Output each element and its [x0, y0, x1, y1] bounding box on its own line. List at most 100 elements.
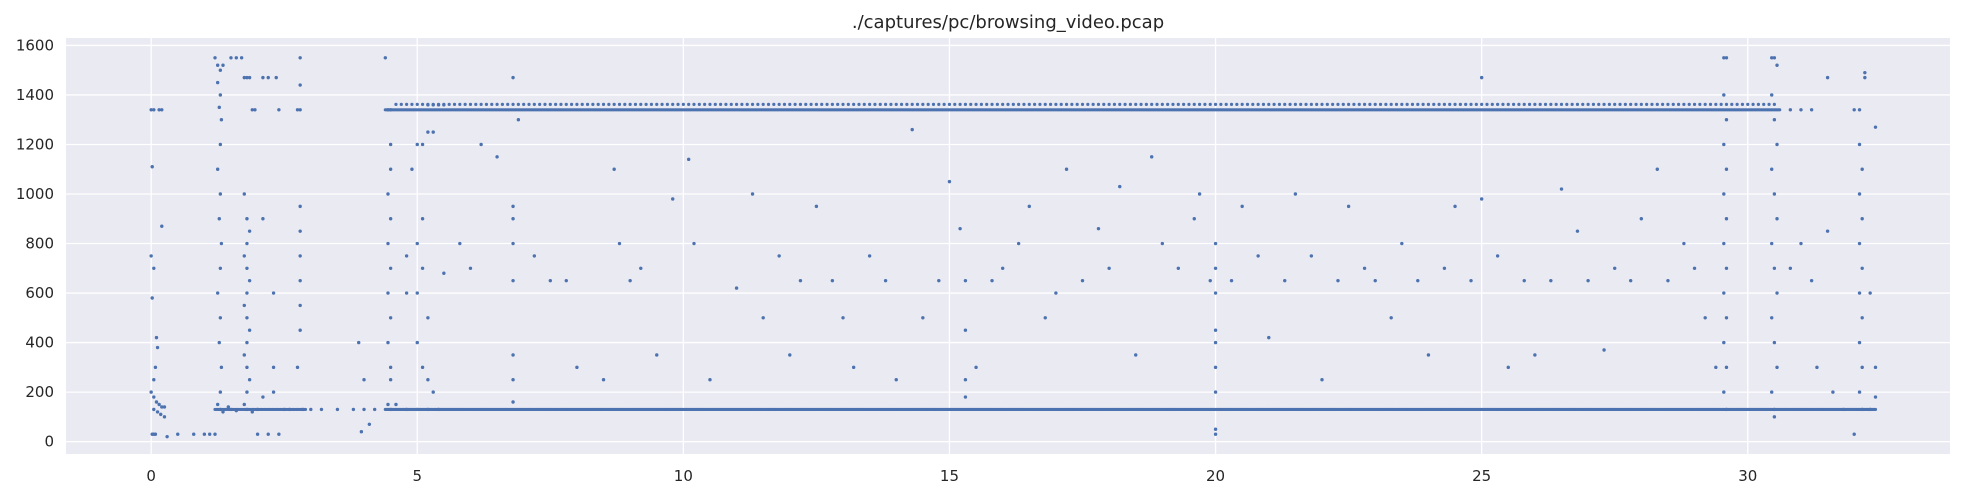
data-point: [1149, 155, 1154, 159]
data-point: [937, 102, 941, 106]
data-point: [1118, 184, 1122, 189]
data-point: [1027, 204, 1031, 209]
data-point: [452, 102, 457, 106]
data-point: [1775, 365, 1779, 370]
data-point: [234, 408, 239, 413]
data-point: [152, 108, 156, 112]
data-point: [1719, 102, 1723, 106]
data-point: [719, 102, 723, 106]
data-point: [359, 430, 364, 434]
data-point: [298, 108, 302, 112]
data-point: [1517, 102, 1521, 106]
data-point: [295, 108, 300, 112]
data-point: [298, 229, 302, 233]
data-point: [761, 316, 765, 320]
data-point: [1575, 102, 1580, 106]
data-point: [591, 102, 595, 106]
data-point: [687, 102, 691, 106]
data-point: [301, 407, 305, 412]
data-point: [239, 56, 244, 60]
x-tick-label: 30: [1738, 467, 1757, 485]
data-point: [155, 345, 160, 350]
data-point: [1086, 102, 1090, 106]
data-point: [1501, 102, 1505, 106]
data-point: [1373, 278, 1377, 283]
data-point: [1490, 102, 1494, 106]
data-point: [830, 102, 834, 106]
data-point: [479, 142, 483, 147]
data-point: [798, 102, 803, 106]
data-point: [745, 102, 749, 106]
data-point: [404, 407, 409, 412]
data-point: [386, 108, 390, 112]
data-point: [788, 102, 792, 106]
data-point: [1240, 204, 1244, 209]
data-point: [883, 278, 888, 283]
data-point: [1479, 197, 1484, 201]
data-point: [1565, 102, 1569, 106]
data-point: [436, 103, 441, 107]
data-point: [995, 102, 999, 106]
data-point: [910, 102, 914, 106]
data-point: [399, 102, 403, 106]
data-point: [1213, 241, 1218, 246]
data-point: [836, 102, 840, 106]
data-point: [1775, 217, 1779, 221]
data-point: [1357, 102, 1361, 106]
x-tick-label: 20: [1206, 467, 1225, 485]
data-point: [1267, 102, 1271, 106]
data-point: [1722, 241, 1726, 246]
data-point: [1309, 102, 1313, 106]
data-point: [213, 56, 217, 60]
data-point: [159, 412, 163, 417]
data-point: [1772, 407, 1777, 412]
data-point: [1240, 102, 1244, 106]
data-point: [596, 102, 600, 106]
data-point: [649, 102, 654, 106]
data-point: [931, 102, 936, 106]
data-point: [793, 102, 797, 106]
x-tick-label: 10: [674, 467, 693, 485]
data-point: [889, 102, 893, 106]
data-point: [639, 266, 643, 270]
data-point: [697, 102, 701, 106]
data-point: [532, 254, 537, 258]
data-point: [1102, 102, 1106, 106]
data-point: [415, 340, 419, 345]
data-point: [862, 102, 866, 106]
data-point: [734, 102, 739, 106]
data-point: [1722, 291, 1726, 295]
data-point: [1235, 102, 1239, 106]
data-point: [1325, 102, 1329, 106]
data-point: [1722, 192, 1726, 196]
data-point: [405, 102, 409, 106]
y-tick-label: 200: [25, 383, 54, 401]
data-point: [1613, 102, 1617, 106]
data-point: [628, 278, 632, 283]
data-point: [410, 102, 414, 106]
data-point: [1368, 102, 1372, 106]
data-point: [623, 102, 627, 106]
data-point: [1320, 378, 1324, 382]
data-point: [564, 102, 568, 106]
data-point: [1860, 266, 1864, 270]
data-point: [511, 353, 515, 357]
data-point: [676, 102, 680, 106]
data-point: [766, 102, 771, 106]
data-point: [703, 102, 707, 106]
data-point: [809, 102, 813, 106]
data-point: [1724, 56, 1729, 60]
data-point: [575, 102, 579, 106]
data-point: [1692, 102, 1697, 106]
data-point: [548, 278, 553, 283]
data-point: [1496, 102, 1500, 106]
y-tick-label: 0: [44, 433, 54, 451]
data-point: [218, 316, 223, 320]
data-point: [192, 432, 196, 436]
data-point: [388, 378, 393, 382]
data-point: [458, 102, 462, 106]
data-point: [511, 278, 515, 283]
data-point: [1480, 102, 1484, 106]
data-point: [215, 291, 220, 295]
data-point: [154, 400, 159, 404]
